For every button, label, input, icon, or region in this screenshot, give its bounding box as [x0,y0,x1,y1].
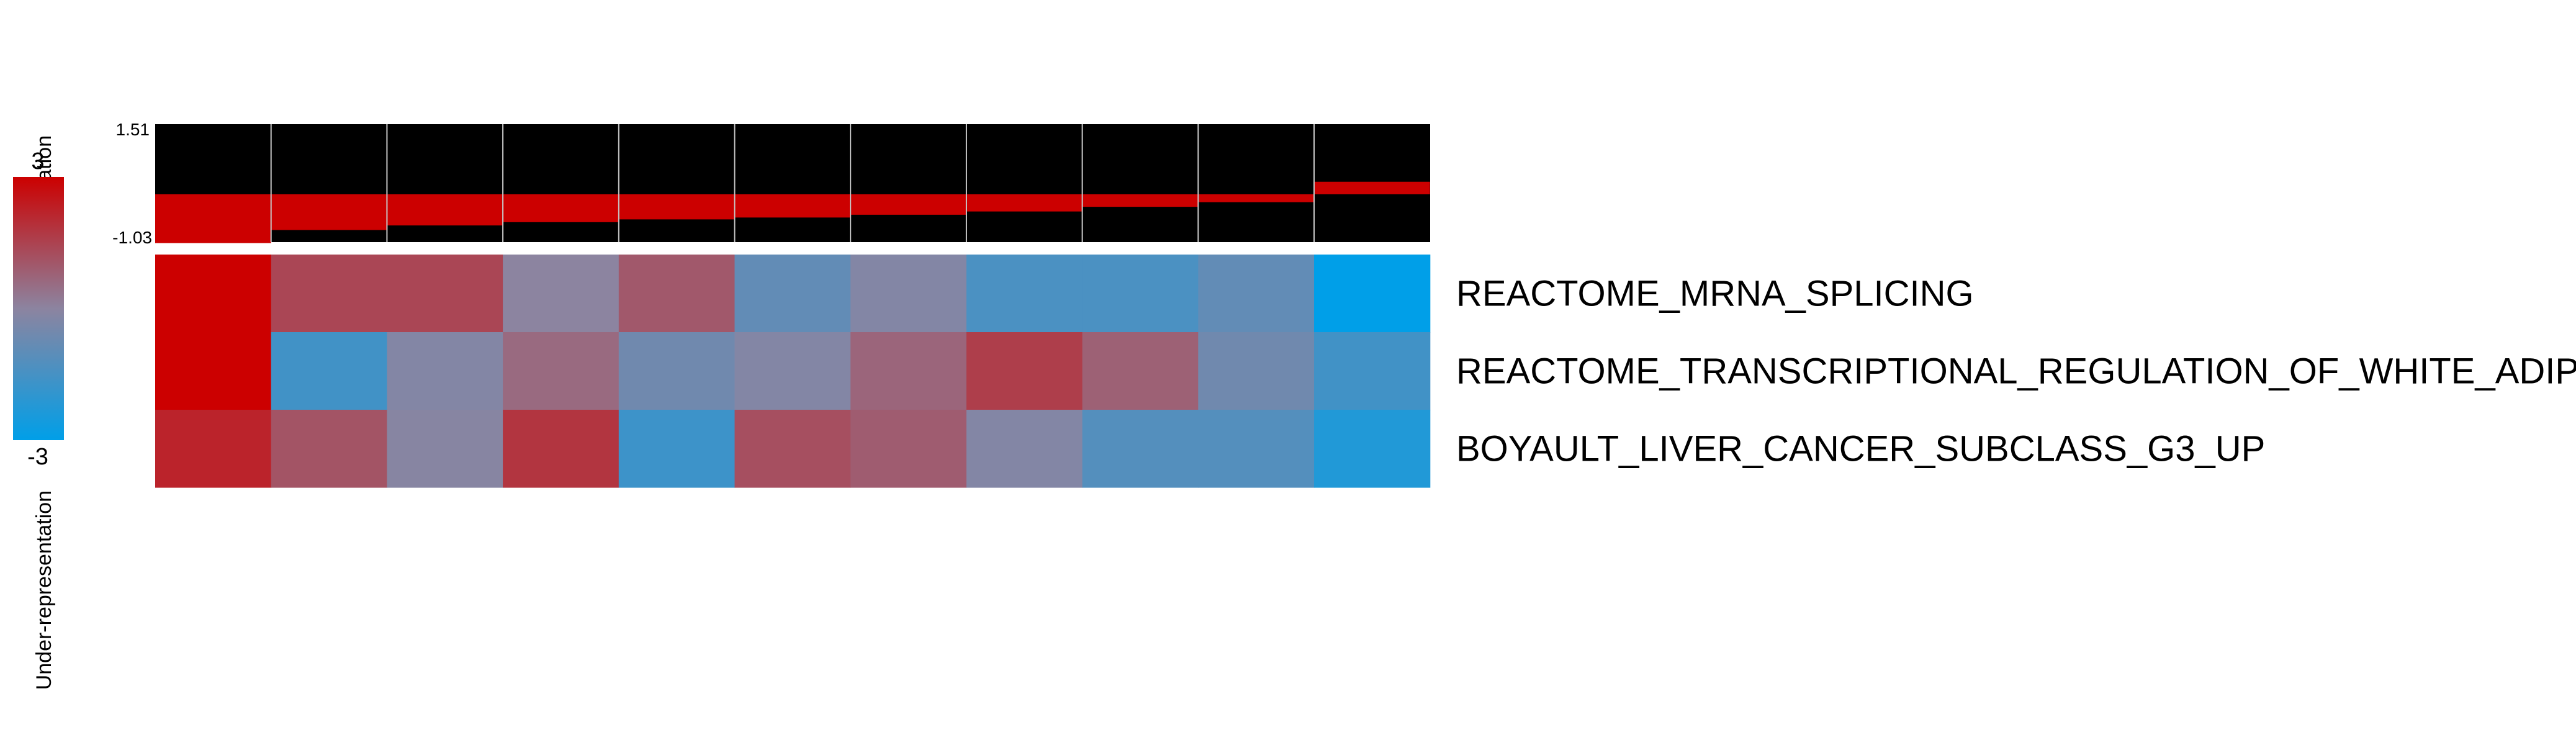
heatmap-cell-r2-c3 [387,332,503,410]
heatmap-cell-r3-c3 [387,410,503,488]
heatmap-cell-r3-c11 [1314,410,1431,488]
summary-bar-1 [155,194,271,242]
heatmap-cell-r3-c6 [734,410,851,488]
row-label-3: BOYAULT_LIVER_CANCER_SUBCLASS_G3_UP [1456,429,2265,469]
summary-bar-10 [1198,194,1314,202]
summary-track: 1.51 -1.03 [112,120,1430,247]
row-label-2: REACTOME_TRANSCRIPTIONAL_REGULATION_OF_W… [1456,351,2576,392]
heatmap-cell-r1-c11 [1314,255,1431,333]
summary-bar-3 [387,194,503,225]
heatmap-cell-r1-c6 [734,255,851,333]
heatmap-cell-r3-c5 [618,410,736,488]
heatmap-cell-r2-c5 [618,332,736,410]
heatmap-cells [155,255,1431,488]
summary-ymin-label: -1.03 [112,228,152,247]
heatmap-cell-r3-c2 [271,410,387,488]
heatmap-cell-r3-c7 [850,410,967,488]
heatmap-cell-r1-c7 [850,255,967,333]
color-legend: Over-representation 3 -3 Under-represent… [13,135,64,690]
heatmap-cell-r3-c1 [155,410,272,488]
heatmap-cell-r2-c1 [155,332,272,410]
heatmap-cell-r3-c8 [966,410,1083,488]
heatmap-cell-r3-c4 [503,410,619,488]
heatmap-cell-r3-c9 [1082,410,1199,488]
heatmap-cell-r2-c9 [1082,332,1199,410]
legend-max-label: 3 [31,148,44,174]
heatmap-cell-r2-c10 [1198,332,1315,410]
heatmap-cell-r1-c1 [155,255,272,333]
heatmap-cell-r1-c4 [503,255,619,333]
heatmap-cell-r3-c10 [1198,410,1315,488]
heatmap-cell-r1-c8 [966,255,1083,333]
heatmap-cell-r2-c8 [966,332,1083,410]
heatmap-cell-r1-c2 [271,255,387,333]
heatmap-cell-r2-c4 [503,332,619,410]
summary-bar-4 [503,194,619,222]
heatmap-cell-r2-c7 [850,332,967,410]
heatmap-cell-r2-c11 [1314,332,1431,410]
legend-min-label: -3 [27,444,48,470]
heatmap-cell-r2-c2 [271,332,387,410]
summary-bar-7 [850,194,966,214]
heatmap-cell-r2-c6 [734,332,851,410]
heatmap-cell-r1-c3 [387,255,503,333]
heatmap-row-labels: REACTOME_MRNA_SPLICING REACTOME_TRANSCRIP… [1456,274,2576,469]
legend-color-bar [13,177,64,440]
summary-bar-6 [734,194,851,217]
summary-ymax-label: 1.51 [116,120,150,139]
summary-bar-5 [618,194,735,219]
row-label-1: REACTOME_MRNA_SPLICING [1456,274,1974,314]
heatmap-cell-r1-c9 [1082,255,1199,333]
summary-bar-2 [271,194,387,230]
heatmap-cell-r1-c5 [618,255,736,333]
summary-bar-11 [1314,183,1430,194]
heatmap-cell-r1-c10 [1198,255,1315,333]
summary-bar-8 [966,194,1083,211]
legend-bottom-text: Under-representation [32,490,56,690]
summary-bar-9 [1082,194,1199,206]
